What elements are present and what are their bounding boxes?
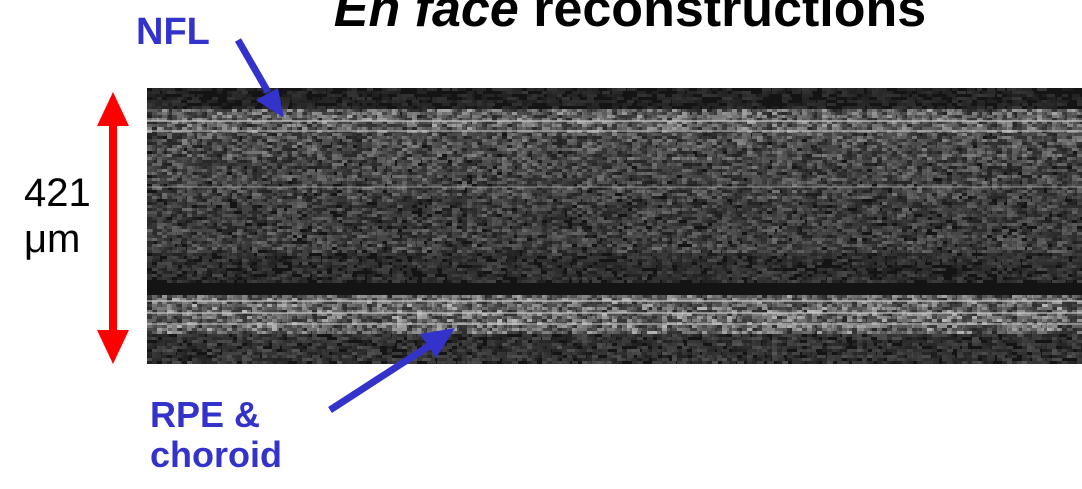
slide-title: En face reconstructions (200, 0, 1060, 40)
scale-arrow (97, 92, 129, 364)
rpe-label-line1: RPE & (150, 394, 261, 435)
oct-scan-image (147, 88, 1082, 364)
nfl-label: NFL (136, 11, 210, 53)
title-italic: En face (333, 0, 519, 38)
scale-value: 421 (24, 171, 91, 215)
rpe-choroid-label: RPE & choroid (150, 395, 282, 474)
scale-unit: μm (24, 217, 81, 261)
rpe-label-line2: choroid (150, 433, 282, 475)
scale-label: 421 μm (24, 170, 91, 262)
title-rest: reconstructions (518, 0, 927, 38)
